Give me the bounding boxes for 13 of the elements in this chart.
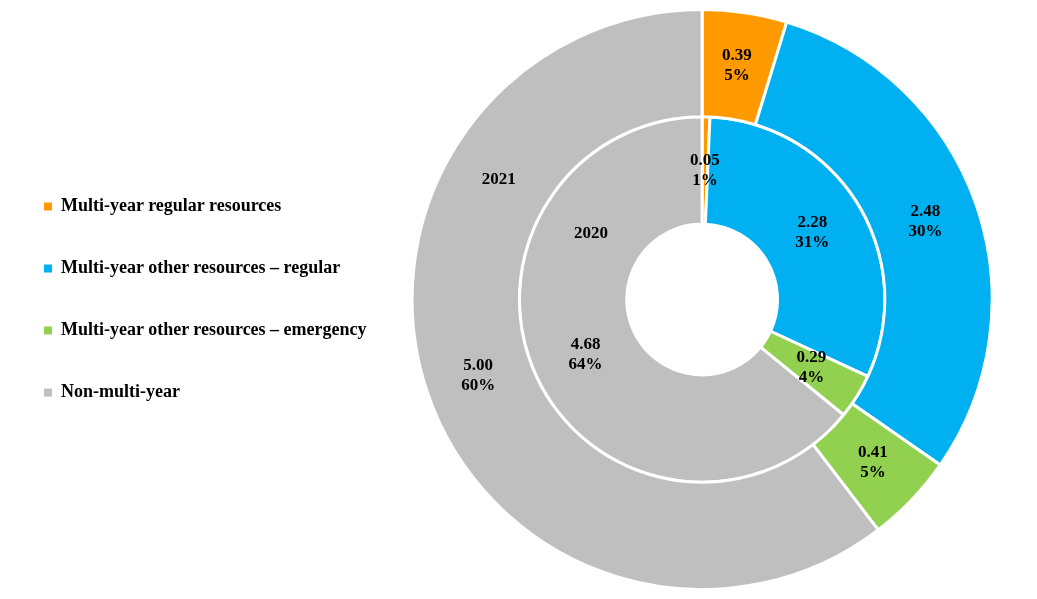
data-label: 0.41 5% [858, 442, 888, 482]
data-label: 4.68 64% [568, 334, 603, 374]
legend-label: Multi-year other resources – regular [61, 257, 341, 278]
data-label: 0.39 5% [722, 45, 752, 85]
legend-label: Multi-year other resources – emergency [61, 319, 367, 340]
slice-label: 2020 [574, 223, 609, 243]
data-label: 2.48 30% [908, 201, 943, 241]
data-label: 2.28 31% [795, 211, 830, 251]
data-label: 0.29 4% [796, 347, 827, 387]
data-label: 5.00 60% [461, 354, 496, 394]
legend-label: Multi-year regular resources [61, 195, 282, 216]
legend-label: Non-multi-year [61, 381, 180, 402]
slice-label: 2021 [481, 168, 516, 188]
